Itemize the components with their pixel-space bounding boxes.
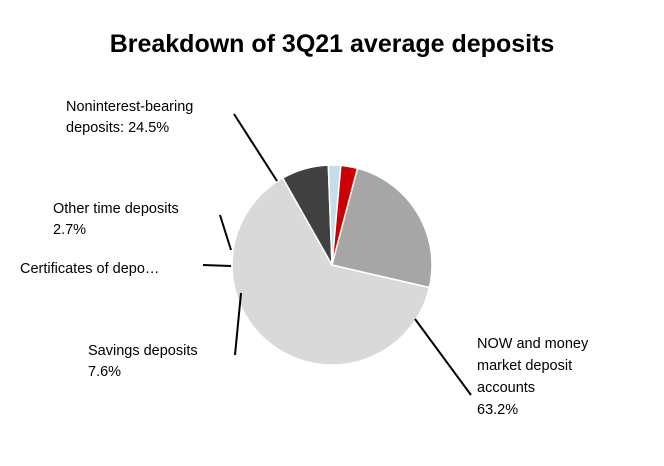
slice-label-line: 2.7% xyxy=(53,222,86,238)
chart-title: Breakdown of 3Q21 average deposits xyxy=(110,30,555,58)
slice-label-line: 63.2% xyxy=(477,402,518,418)
slice-label-line: market deposit xyxy=(477,358,572,374)
leader-line-certificates-of-deposit xyxy=(202,264,232,267)
slice-label-line: Certificates of depo… xyxy=(20,261,159,277)
leader-line-savings-deposits xyxy=(234,292,242,356)
slice-label-now-and-money-market-deposit-accounts: NOW and money market deposit accounts 63.2% xyxy=(477,336,589,418)
leader-lines xyxy=(202,113,472,396)
leader-line-now-and-money-market-deposit-accounts xyxy=(414,318,472,396)
slice-label-line: Savings deposits xyxy=(88,343,198,359)
pie-slice-now-and-money-market-deposit-accounts xyxy=(231,176,431,366)
slice-labels: NOW and money market deposit accounts 63.2%… xyxy=(20,99,589,418)
slice-label-noninterest-bearing-deposits: Noninterest-bearing deposits: 24.5% xyxy=(66,99,193,136)
slice-label-savings-deposits: Savings deposits 7.6% xyxy=(88,343,198,380)
slice-label-line: 7.6% xyxy=(88,364,121,380)
slice-label-certificates-of-deposit: Certificates of depo… xyxy=(20,261,159,277)
leader-line-noninterest-bearing-deposits xyxy=(233,113,278,182)
slice-label-line: NOW and money xyxy=(477,336,589,352)
slice-label-line: Other time deposits xyxy=(53,201,179,217)
slice-label-line: accounts xyxy=(477,380,535,396)
pie-slice-noninterest-bearing-deposits xyxy=(331,167,433,289)
slice-label-line: deposits: 24.5% xyxy=(66,120,169,136)
leader-line-other-time-deposits xyxy=(219,214,232,251)
slice-label-other-time-deposits: Other time deposits 2.7% xyxy=(53,201,179,238)
pie-slices xyxy=(231,164,433,366)
slice-label-line: Noninterest-bearing xyxy=(66,99,193,115)
